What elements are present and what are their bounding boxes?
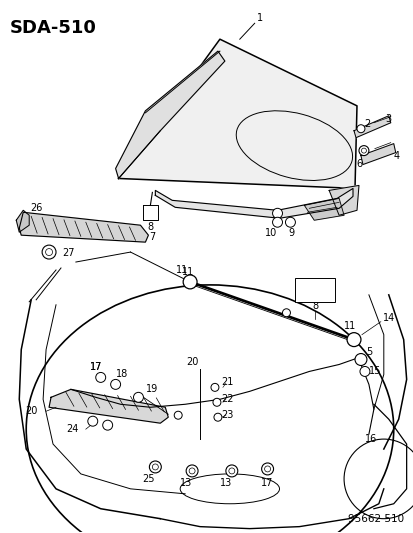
Polygon shape: [155, 188, 352, 218]
Text: 11: 11: [182, 267, 194, 277]
Circle shape: [102, 420, 112, 430]
Polygon shape: [118, 39, 356, 188]
Text: 2: 2: [363, 119, 369, 129]
Circle shape: [212, 398, 221, 406]
Text: 11: 11: [176, 265, 188, 275]
Circle shape: [174, 411, 182, 419]
Polygon shape: [19, 212, 148, 242]
Text: 13: 13: [180, 478, 192, 488]
Text: 13: 13: [219, 478, 231, 488]
Text: 21: 21: [221, 377, 233, 387]
Text: 6: 6: [355, 158, 361, 168]
Circle shape: [356, 125, 364, 133]
Text: 26: 26: [30, 203, 42, 213]
Text: 5: 5: [365, 346, 371, 357]
Text: 17: 17: [89, 362, 102, 373]
Text: SDA-510: SDA-510: [9, 19, 96, 37]
Text: 8: 8: [147, 222, 153, 232]
Polygon shape: [353, 116, 390, 138]
Circle shape: [149, 461, 161, 473]
Text: 1: 1: [256, 13, 262, 23]
Polygon shape: [360, 144, 395, 165]
Text: 10: 10: [265, 228, 277, 238]
Circle shape: [95, 373, 105, 382]
Circle shape: [261, 463, 273, 475]
Text: 7: 7: [149, 232, 155, 242]
Text: 16: 16: [364, 434, 376, 444]
Text: 27: 27: [62, 248, 75, 258]
Text: 17: 17: [261, 478, 273, 488]
Circle shape: [42, 245, 56, 259]
Circle shape: [211, 383, 218, 391]
Text: 24: 24: [66, 424, 79, 434]
Polygon shape: [115, 51, 224, 179]
Polygon shape: [16, 211, 29, 232]
Text: 22: 22: [221, 394, 233, 405]
Text: 14: 14: [382, 313, 394, 323]
Text: 25: 25: [142, 474, 154, 484]
Circle shape: [272, 217, 282, 227]
Text: 20: 20: [25, 406, 37, 416]
Polygon shape: [328, 185, 358, 215]
Circle shape: [272, 208, 282, 218]
Circle shape: [264, 466, 270, 472]
Text: 23: 23: [221, 410, 233, 420]
Circle shape: [359, 367, 369, 376]
Circle shape: [152, 464, 158, 470]
FancyBboxPatch shape: [295, 278, 335, 302]
Circle shape: [225, 465, 237, 477]
Circle shape: [285, 217, 295, 227]
Text: 8: 8: [311, 301, 318, 311]
Circle shape: [214, 413, 221, 421]
Circle shape: [88, 416, 97, 426]
Text: 95662 510: 95662 510: [347, 514, 403, 523]
Circle shape: [186, 465, 197, 477]
Polygon shape: [49, 389, 168, 423]
Text: 9: 9: [288, 228, 294, 238]
Circle shape: [189, 468, 195, 474]
Circle shape: [282, 309, 290, 317]
Circle shape: [133, 392, 143, 402]
Circle shape: [183, 275, 197, 289]
Circle shape: [361, 148, 366, 153]
Text: 18: 18: [116, 369, 128, 379]
Text: 17: 17: [89, 362, 102, 373]
Circle shape: [228, 468, 234, 474]
Circle shape: [110, 379, 120, 389]
Text: 15: 15: [368, 367, 380, 376]
Circle shape: [354, 353, 366, 366]
Text: 12: 12: [309, 285, 320, 295]
Polygon shape: [304, 198, 343, 220]
Text: 4: 4: [393, 151, 399, 160]
Circle shape: [346, 333, 360, 346]
Text: 11: 11: [343, 321, 355, 330]
Text: 20: 20: [185, 357, 198, 367]
Text: 3: 3: [385, 114, 391, 124]
Text: 19: 19: [146, 384, 158, 394]
Circle shape: [45, 248, 52, 255]
Circle shape: [358, 146, 368, 156]
